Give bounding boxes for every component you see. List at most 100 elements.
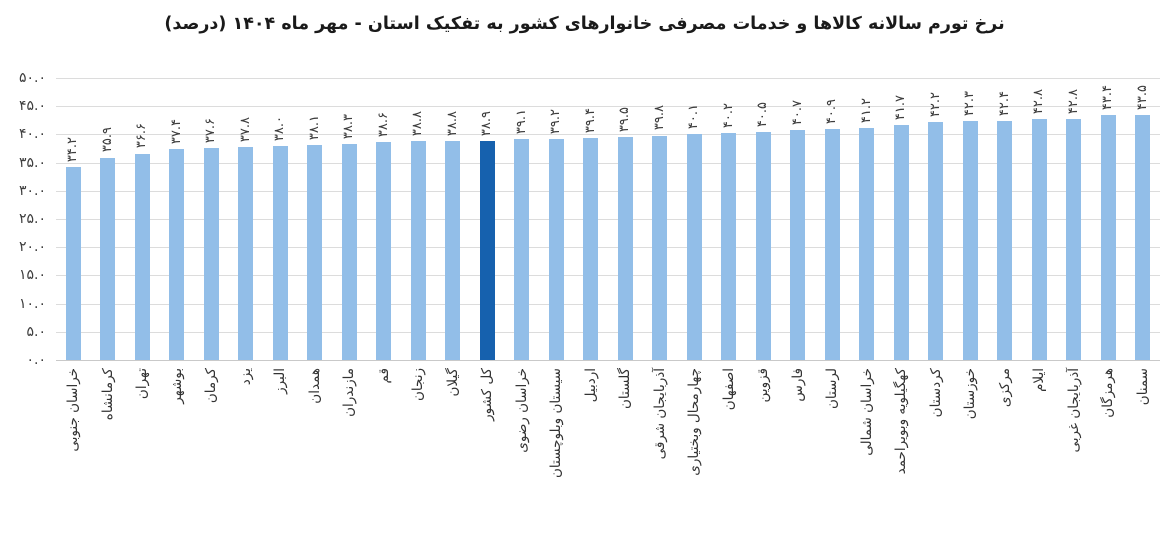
x-axis-category-label: خراسان جنوبی (65, 368, 82, 452)
bar-value-label: ۳۹.۱ (513, 109, 529, 135)
bar-value-label: ۴۰.۱ (686, 103, 702, 129)
x-axis-category-label: زنجان (410, 368, 427, 402)
bar-value-label: ۳۷.۴ (168, 118, 184, 145)
bar-value-label: ۳۹.۴ (582, 107, 598, 133)
bar (1031, 118, 1047, 360)
bar (445, 141, 461, 360)
x-axis-slot: لرستان (815, 368, 850, 526)
x-axis-category-label: کرمانشاه (99, 368, 116, 421)
x-axis-slot: سمنان (1126, 368, 1161, 526)
bar (928, 122, 944, 360)
gridline (56, 162, 1160, 164)
bar-value-label: ۳۸.۹ (479, 110, 495, 136)
x-axis-slot: آذربایجان غربی (1057, 368, 1092, 526)
x-axis-category-label: آذربایجان غربی (1065, 368, 1082, 453)
bar-group: ۳۸.۰ (263, 78, 298, 360)
x-axis-slot: هرمزگان (1091, 368, 1126, 526)
bar-group: ۴۰.۲ (712, 78, 747, 360)
y-axis-tick-label: ۱۵.۰ (18, 267, 46, 284)
bar (962, 121, 978, 360)
x-axis-slot: خراسان جنوبی (56, 368, 91, 526)
bar (686, 133, 702, 360)
x-axis-slot: کل کشور (470, 368, 505, 526)
bar-group: ۴۱.۲ (850, 78, 885, 360)
x-axis-category-label: مازندران (341, 368, 358, 417)
bar-group: ۳۸.۸ (401, 78, 436, 360)
bar (514, 139, 530, 360)
bar-group: ۳۹.۴ (574, 78, 609, 360)
x-axis-slot: سیستان وبلوچستان (539, 368, 574, 526)
bar-group: ۳۶.۶ (125, 78, 160, 360)
bar-group: ۳۸.۹ (470, 78, 505, 360)
bar (341, 144, 357, 360)
bar-group: ۳۹.۵ (608, 78, 643, 360)
bar-value-label: ۴۲.۸ (1031, 88, 1047, 114)
bar-group: ۳۸.۸ (436, 78, 471, 360)
bar-group: ۴۳.۴ (1091, 78, 1126, 360)
x-axis-category-label: خراسان رضوی (513, 368, 530, 453)
x-axis-category-label: لرستان (824, 368, 841, 409)
bar-group: ۳۸.۱ (298, 78, 333, 360)
plot-area: ۳۴.۲ ۳۵.۹ ۳۶.۶ ۳۷.۴ ۳۷.۶ ۳۷.۸ ۳۸.۰ ۳۸.۱ ۳۸.۳ ۳۸.۶… (56, 78, 1160, 361)
gridline (56, 303, 1160, 305)
x-axis-slot: زنجان (401, 368, 436, 526)
gridline (56, 219, 1160, 220)
x-axis-slot: یزد (229, 368, 264, 526)
x-axis-category-label: اردبیل (582, 368, 599, 403)
x-axis-slot: گیلان (436, 368, 471, 526)
x-axis-category-label: آذربایجان شرقی (651, 368, 668, 460)
x-axis-slot: فارس (781, 368, 816, 526)
bar-value-label: ۴۰.۷ (789, 100, 805, 126)
bar-value-label: ۳۷.۶ (203, 117, 219, 143)
bar (755, 131, 771, 360)
y-axis-tick-label: ۵.۰ (26, 323, 47, 340)
bar-value-label: ۳۴.۲ (65, 137, 81, 163)
bar (824, 129, 840, 360)
gridline (56, 134, 1160, 136)
gridline (56, 78, 1160, 79)
gridline (56, 190, 1160, 192)
x-axis-category-label: گلستان (617, 368, 634, 410)
x-axis-category-label: ایلام (1031, 368, 1048, 392)
bar-group: ۴۰.۱ (677, 78, 712, 360)
bar-group: ۴۰.۹ (815, 78, 850, 360)
y-axis-tick-label: ۴۰.۰ (18, 126, 46, 143)
bar-group: ۳۵.۹ (91, 78, 126, 360)
bar-value-label: ۴۰.۲ (720, 103, 736, 129)
bar-value-label: ۳۸.۰ (272, 115, 288, 141)
x-axis-category-label: اصفهان (720, 368, 737, 411)
bar-value-label: ۴۲.۸ (1065, 88, 1081, 114)
bar-group: ۳۹.۱ (505, 78, 540, 360)
bar (376, 142, 392, 360)
bar-group: ۴۲.۸ (1057, 78, 1092, 360)
x-axis-category-label: مرکزی (996, 368, 1013, 408)
x-axis-category-label: البرز (272, 368, 289, 394)
bar-value-label: ۳۷.۸ (237, 116, 253, 142)
bar-group: ۳۴.۲ (56, 78, 91, 360)
y-axis-tick-label: ۳۰.۰ (18, 182, 46, 199)
x-axis-category-label: خوزستان (962, 368, 979, 420)
bar-value-label: ۴۰.۵ (755, 101, 771, 127)
bar-group: ۳۸.۶ (367, 78, 402, 360)
bar (169, 149, 185, 360)
chart-body: ۵۰.۰ ۴۵.۰ ۴۰.۰ ۳۵.۰ ۳۰.۰ ۲۵.۰ ۲۰.۰ ۱۵.۰ ۱۰.۰ ۵.۰ ۰… (0, 71, 1169, 526)
x-axis-category-label: یزد (237, 368, 254, 386)
bar-group: ۴۲.۸ (1022, 78, 1057, 360)
y-axis-tick-label: ۲۰.۰ (18, 239, 46, 256)
y-axis-tick-label: ۳۵.۰ (18, 154, 46, 171)
bar-group: ۳۷.۴ (160, 78, 195, 360)
bar (893, 124, 909, 360)
x-axis-category-label: همدان (306, 368, 323, 404)
bar-group: ۳۷.۸ (229, 78, 264, 360)
x-axis-category-label: چهارمحال وبختیاری (686, 368, 703, 476)
x-axis-slot: کرمان (194, 368, 229, 526)
x-axis-category-label: قم (375, 368, 392, 384)
bar (859, 127, 875, 360)
bar-value-label: ۳۸.۶ (375, 112, 391, 138)
x-axis-slot: گلستان (608, 368, 643, 526)
bar (100, 157, 116, 360)
y-axis-tick-label: ۲۵.۰ (18, 211, 46, 227)
bar-value-label: ۴۲.۲ (927, 91, 943, 117)
gridline (56, 106, 1160, 108)
x-axis-slot: چهارمحال وبختیاری (677, 368, 712, 526)
